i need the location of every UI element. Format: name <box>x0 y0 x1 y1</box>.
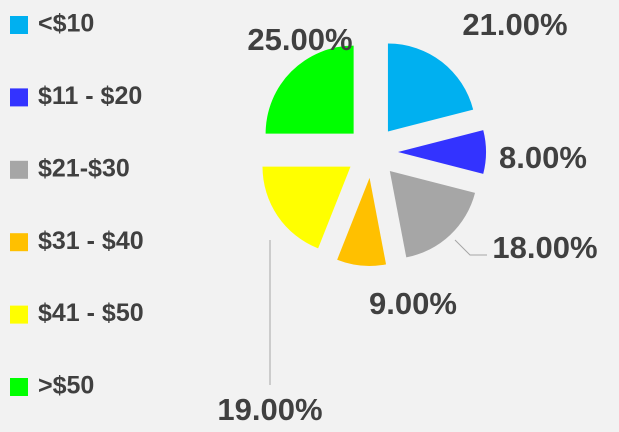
pie-slice <box>389 170 476 258</box>
data-label: 25.00% <box>247 22 352 57</box>
legend-label: $21-$30 <box>38 154 130 182</box>
leader-line <box>454 239 487 256</box>
data-label: 8.00% <box>499 140 587 175</box>
pie-slice <box>387 43 474 132</box>
legend-swatch <box>10 88 28 107</box>
legend-swatch <box>10 378 28 396</box>
data-label: 19.00% <box>217 392 322 427</box>
pie-slice <box>398 130 487 174</box>
pie-slice <box>337 177 387 266</box>
legend-label: $41 - $50 <box>38 299 144 327</box>
legend-swatch <box>10 305 28 324</box>
legend-label: >$50 <box>38 372 94 400</box>
legend-label: $11 - $20 <box>38 82 142 110</box>
legend-label: $31 - $40 <box>38 227 144 255</box>
pie-slice <box>262 166 351 249</box>
legend-label: <$10 <box>38 10 94 38</box>
data-label: 18.00% <box>492 230 597 265</box>
data-label: 21.00% <box>462 7 567 42</box>
data-label: 9.00% <box>369 286 457 321</box>
legend-swatch <box>10 160 28 179</box>
legend-swatch <box>10 16 28 34</box>
legend-swatch <box>10 233 28 252</box>
pie-slice <box>265 45 354 134</box>
